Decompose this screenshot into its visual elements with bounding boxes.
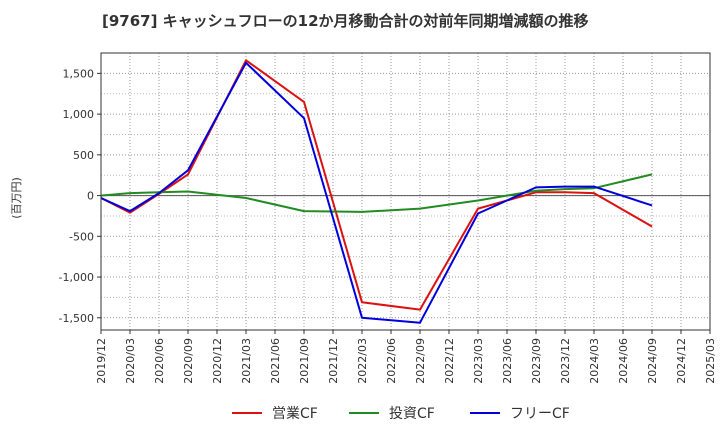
legend-label: 営業CF	[272, 406, 318, 422]
x-tick-label: 2021/06	[269, 338, 282, 384]
x-tick-label: 2023/03	[472, 338, 485, 384]
x-tick-label: 2024/12	[675, 338, 688, 384]
legend-label: フリーCF	[510, 406, 570, 422]
y-axis-label: (百万円)	[10, 177, 23, 219]
series-line	[100, 61, 653, 324]
y-tick-label: -500	[69, 230, 94, 243]
x-tick-label: 2022/09	[414, 338, 427, 384]
y-axis-ticks: -1,500 -1,000 -500 0 500 1,000 1,500	[59, 67, 101, 325]
x-tick-label: 2022/06	[385, 338, 398, 384]
x-tick-label: 2022/03	[356, 338, 369, 384]
x-tick-label: 2020/06	[153, 338, 166, 384]
x-tick-label: 2020/12	[211, 338, 224, 384]
y-tick-label: -1,500	[59, 312, 94, 325]
x-tick-label: 2024/03	[588, 338, 601, 384]
series-layer	[100, 59, 653, 324]
x-tick-label: 2024/06	[617, 338, 630, 384]
x-tick-label: 2023/09	[530, 338, 543, 384]
x-tick-label: 2020/03	[124, 338, 137, 384]
x-tick-label: 2021/09	[298, 338, 311, 384]
x-tick-label: 2025/03	[704, 338, 717, 384]
legend: 営業CF 投資CF フリーCF	[232, 406, 570, 422]
x-tick-label: 2023/06	[501, 338, 514, 384]
y-tick-label: 500	[73, 149, 94, 162]
x-tick-label: 2023/12	[559, 338, 572, 384]
plot-frame	[100, 52, 711, 331]
x-axis-ticks: 2019/12 2020/03 2020/06 2020/09 2020/12 2021/…	[95, 330, 717, 384]
x-tick-label: 2019/12	[95, 338, 108, 384]
y-tick-label: 0	[87, 190, 94, 203]
x-tick-label: 2024/09	[646, 338, 659, 384]
x-tick-label: 2022/12	[443, 338, 456, 384]
y-tick-label: 1,500	[63, 67, 95, 80]
x-tick-label: 2021/03	[240, 338, 253, 384]
y-tick-label: -1,000	[59, 271, 94, 284]
x-tick-label: 2021/12	[327, 338, 340, 384]
x-tick-label: 2020/09	[182, 338, 195, 384]
legend-label: 投資CF	[389, 406, 435, 422]
chart-title: [9767] キャッシュフローの12か月移動合計の対前年同期増減額の推移	[102, 12, 589, 30]
y-tick-label: 1,000	[63, 108, 95, 121]
